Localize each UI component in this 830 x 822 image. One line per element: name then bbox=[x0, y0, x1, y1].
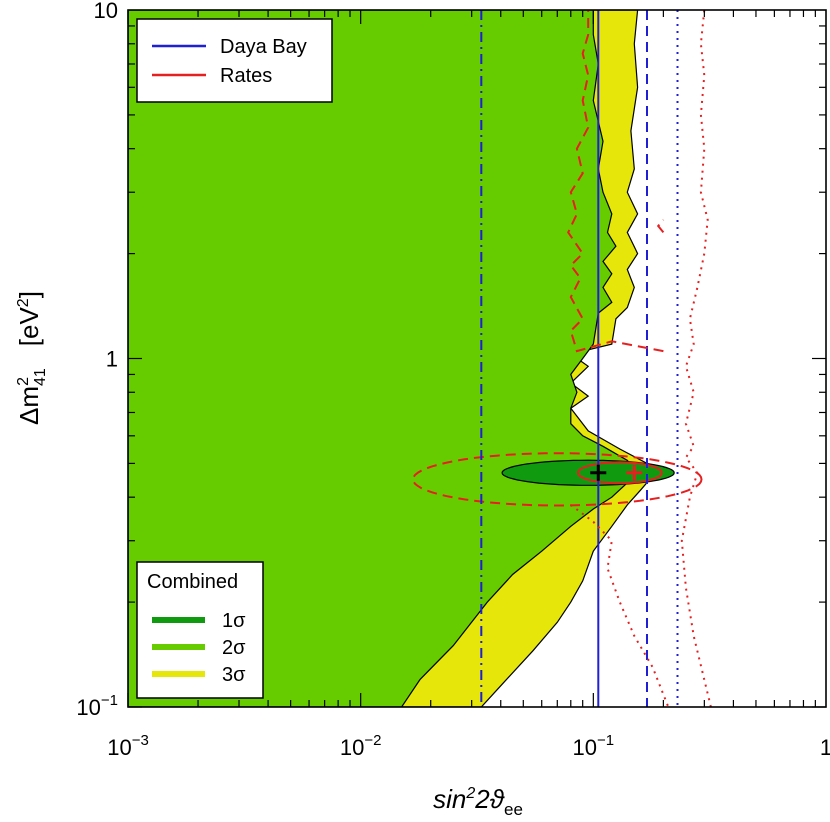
y-tick-label: 10 bbox=[94, 0, 118, 23]
sigma1-region bbox=[501, 459, 675, 486]
x-tick-label: 10−2 bbox=[340, 732, 382, 760]
plot-frame bbox=[127, 9, 827, 708]
x-axis-title: sin22ϑee bbox=[433, 784, 523, 817]
series-line-5 bbox=[656, 219, 665, 234]
y-tick-label: 10−1 bbox=[76, 692, 118, 720]
legend-2sigma-label: 2σ bbox=[222, 637, 246, 659]
x-tick-label: 10−3 bbox=[107, 732, 149, 760]
legend-3sigma-label: 3σ bbox=[222, 664, 246, 686]
best-fit-combined-marker bbox=[590, 464, 607, 481]
y-axis-title: Δm241[eV2] bbox=[14, 291, 49, 425]
x-tick-label: 1 bbox=[820, 735, 830, 760]
legend-top-box bbox=[136, 18, 333, 103]
x-tick-label: 10−1 bbox=[573, 732, 615, 760]
legend-top: Daya Bay Rates bbox=[136, 18, 333, 103]
legend-daya-bay-label: Daya Bay bbox=[220, 36, 307, 58]
y-tick-label: 1 bbox=[106, 347, 118, 372]
best-fit-rates-marker bbox=[626, 464, 643, 481]
legend-bottom: Combined 1σ 2σ 3σ bbox=[136, 561, 264, 699]
legend-combined-title: Combined bbox=[147, 571, 238, 593]
sigma2-region bbox=[128, 10, 639, 707]
rates-solid-contour bbox=[576, 461, 663, 485]
legend-rates-label: Rates bbox=[220, 65, 272, 87]
series-line-4 bbox=[567, 10, 664, 353]
legend-1sigma-label: 1σ bbox=[222, 610, 246, 632]
